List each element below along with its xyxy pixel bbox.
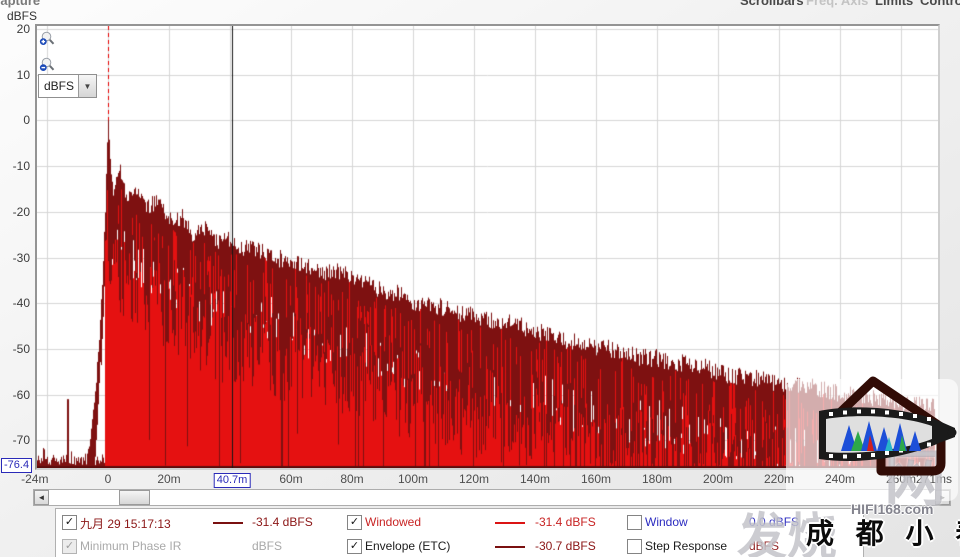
legend-line-swatch: [495, 522, 525, 524]
legend-checkbox[interactable]: ✓: [347, 515, 362, 530]
y-tick-label: -60: [12, 387, 30, 402]
x-tick-label: 200m: [702, 472, 734, 486]
x-tick-label: 140m: [519, 472, 551, 486]
legend-label: Window: [645, 515, 688, 529]
watermark-site-text: HIFI168.com: [851, 501, 934, 517]
legend-row: ✓ 九月 29 15:17:13 -31.4 dBFS ✓ Windowed -31.4 …: [56, 512, 863, 534]
watermark-faint-text: 发烧: [737, 509, 837, 557]
legend-row: ✓ Minimum Phase IR dBFS ✓ Envelope (ETC) -30.…: [56, 536, 863, 557]
legend-label: Envelope (ETC): [365, 539, 451, 553]
y-tick-label: -30: [12, 250, 30, 265]
legend-checkbox[interactable]: ✓: [62, 515, 77, 530]
y-axis-title: dBFS: [7, 9, 38, 23]
legend-line-swatch: [213, 522, 243, 524]
x-tick-label: 0: [104, 472, 112, 486]
y-tick-label: -50: [12, 341, 30, 356]
menu-freq-axis: Freq. Axis: [806, 0, 869, 8]
y-tick-label: -10: [12, 159, 30, 174]
legend-label: 九月 29 15:17:13: [80, 517, 171, 531]
unit-dropdown[interactable]: dBFS ▼: [38, 74, 97, 98]
legend-value: 0.0 dBFS: [749, 515, 800, 529]
legend-checkbox[interactable]: [627, 539, 642, 554]
legend-line-swatch: [495, 546, 525, 548]
legend-value: dBFS: [252, 539, 283, 553]
x-tick-label: 120m: [458, 472, 490, 486]
y-tick-label: -40: [12, 296, 30, 311]
menu-scrollbars[interactable]: Scrollbars: [740, 0, 804, 8]
y-tick-label: -70: [12, 433, 30, 448]
y-tick-label: 10: [16, 67, 30, 82]
zoom-out-icon[interactable]: [39, 57, 56, 74]
zoom-in-icon[interactable]: [39, 31, 56, 48]
legend-value: dBFS: [749, 539, 780, 553]
legend-value: -30.7 dBFS: [535, 539, 596, 553]
y-tick-label: -20: [12, 204, 30, 219]
x-cursor-readout: 40.7m: [213, 473, 251, 488]
legend-label: Step Response: [645, 539, 728, 553]
menu-controls[interactable]: Controls: [920, 0, 960, 8]
legend-checkbox[interactable]: ✓: [62, 539, 77, 554]
y-cursor-readout: -76.4: [1, 458, 33, 473]
x-tick-label: 20m: [157, 472, 181, 486]
legend-value: -31.4 dBFS: [252, 515, 313, 529]
x-tick-label: 240m: [824, 472, 856, 486]
x-tick-label: 100m: [397, 472, 429, 486]
legend-label: Minimum Phase IR: [80, 539, 182, 553]
legend-checkbox[interactable]: [627, 515, 642, 530]
x-tick-label: 60m: [279, 472, 303, 486]
x-tick-label: 160m: [580, 472, 612, 486]
y-tick-label: 20: [16, 22, 30, 36]
menu-capture-partial[interactable]: Capture: [0, 0, 41, 8]
x-tick-label: -24m: [21, 472, 49, 486]
menu-limits[interactable]: Limits: [875, 0, 914, 8]
x-tick-label: 220m: [763, 472, 795, 486]
chevron-down-icon[interactable]: ▼: [78, 75, 96, 97]
hifi168-logo: [789, 369, 959, 504]
x-tick-label: 80m: [340, 472, 364, 486]
unit-dropdown-value: dBFS: [44, 79, 75, 93]
scroll-left-arrow-icon[interactable]: ◄: [34, 490, 49, 505]
legend-checkbox[interactable]: ✓: [347, 539, 362, 554]
legend-label: Windowed: [365, 515, 422, 529]
x-tick-label: 180m: [641, 472, 673, 486]
scrollbar-thumb[interactable]: [119, 490, 150, 505]
watermark-name-text: 成 都 小 春: [806, 518, 960, 549]
y-tick-label: 0: [23, 113, 30, 128]
legend-panel: ✓ 九月 29 15:17:13 -31.4 dBFS ✓ Windowed -31.4 …: [55, 508, 864, 557]
legend-value: -31.4 dBFS: [535, 515, 596, 529]
